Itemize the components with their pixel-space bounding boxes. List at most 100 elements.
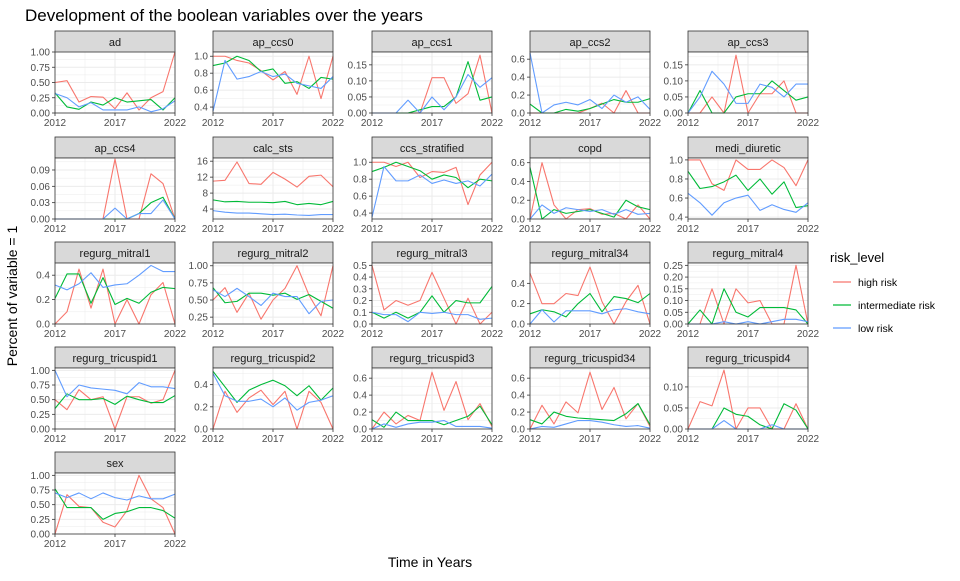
y-tick-label: 0.1 (353, 308, 367, 319)
y-tick-label: 0.25 (31, 93, 51, 104)
x-tick-label: 2017 (579, 224, 602, 235)
series-line-high-risk (371, 371, 493, 430)
facet-strip-label: regurg_tricuspid4 (706, 353, 791, 365)
x-tick-label: 2022 (481, 118, 504, 129)
facet-strip-label: regurg_tricuspid2 (231, 353, 316, 365)
y-tick-label: 1.00 (189, 261, 209, 272)
series-line-high-risk (371, 265, 493, 325)
facet-ap_ccs3: ap_ccs3 0.00 0.05 0.10 0.15 2012 2017 2022 (664, 30, 820, 129)
x-tick-label: 2017 (421, 118, 444, 129)
y-tick-label: 0.4 (511, 177, 525, 188)
facet-regurg_mitral4: regurg_mitral4 0.000.050.100.150.200.25 20… (664, 241, 820, 340)
x-tick-label: 2022 (164, 434, 187, 445)
series-line-low-risk (529, 419, 651, 430)
x-tick-label: 2022 (481, 224, 504, 235)
series-line-intermediate-risk (54, 273, 176, 306)
y-tick-label: 0.00 (31, 215, 51, 226)
y-tick-label: 1.00 (31, 48, 51, 59)
x-tick-label: 2017 (262, 329, 285, 340)
x-tick-label: 2017 (579, 434, 602, 445)
y-tick-label: 0.8 (194, 69, 208, 80)
y-tick-label: 0.6 (511, 158, 525, 169)
y-tick-label: 0.10 (664, 296, 684, 307)
x-tick-label: 2012 (361, 329, 384, 340)
series-line-low-risk (687, 192, 809, 216)
series-line-low-risk (529, 204, 651, 220)
x-tick-label: 2022 (639, 118, 662, 129)
y-tick-label: 0.2 (36, 295, 50, 306)
x-tick-label: 2017 (421, 329, 444, 340)
y-tick-label: 0.75 (31, 381, 51, 392)
y-tick-label: 0.4 (511, 73, 525, 84)
y-tick-label: 0.4 (511, 279, 525, 290)
facet-strip-label: regurg_mitral34 (551, 248, 628, 260)
legend-title: risk_level (830, 250, 884, 265)
x-tick-label: 2022 (322, 224, 345, 235)
x-tick-label: 2022 (797, 434, 820, 445)
y-tick-label: 0.75 (31, 486, 51, 497)
y-tick-label: 0.20 (664, 273, 684, 284)
x-tick-label: 2012 (202, 434, 225, 445)
facet-regurg_tricuspid3: regurg_tricuspid3 0.0 0.2 0.4 0.6 2012 2017 202… (353, 346, 504, 445)
series-line-intermediate-risk (371, 161, 493, 189)
x-tick-label: 2022 (639, 329, 662, 340)
y-tick-label: 0.10 (664, 76, 684, 87)
legend: risk_level high risk intermediate risk low… (830, 250, 936, 335)
facet-calc_sts: calc_sts 4 8 12 16 2012 2017 2022 (197, 136, 345, 235)
y-tick-label: 0.6 (511, 374, 525, 385)
y-tick-label: 0.25 (664, 261, 684, 272)
y-tick-label: 0.15 (664, 60, 684, 71)
y-tick-label: 0.8 (353, 175, 367, 186)
y-tick-label: 0.50 (31, 78, 51, 89)
facet-strip-label: ap_ccs2 (570, 37, 611, 49)
x-tick-label: 2012 (519, 329, 542, 340)
facet-strip-label: ap_ccs4 (95, 143, 136, 155)
facet-ccs_stratified: ccs_stratified 0.4 0.6 0.8 1.0 2012 2017 2022 (353, 136, 504, 235)
x-tick-label: 2017 (579, 329, 602, 340)
y-tick-label: 0.4 (194, 380, 208, 391)
series-line-high-risk (372, 161, 493, 206)
y-tick-label: 0.00 (664, 425, 684, 436)
facet-strip-label: medi_diuretic (715, 143, 781, 155)
x-tick-label: 2012 (44, 118, 67, 129)
facet-regurg_tricuspid4: regurg_tricuspid4 0.00 0.05 0.10 2012 2017 202… (664, 346, 820, 445)
facet-regurg_tricuspid2: regurg_tricuspid2 0.0 0.2 0.4 2012 2017 2022 (194, 346, 345, 445)
legend-label: intermediate risk (858, 300, 936, 312)
y-tick-label: 0.25 (31, 410, 51, 421)
y-tick-label: 0.75 (189, 278, 209, 289)
y-tick-label: 0.03 (31, 198, 51, 209)
series-line-low-risk (687, 70, 808, 114)
x-tick-label: 2012 (519, 434, 542, 445)
facet-copd: copd 0.0 0.2 0.4 0.6 2012 2017 2022 (511, 136, 662, 235)
y-tick-label: 0.15 (664, 284, 684, 295)
x-tick-label: 2017 (737, 118, 760, 129)
y-tick-label: 16 (197, 157, 209, 168)
y-tick-label: 0.15 (348, 60, 368, 71)
x-tick-label: 2012 (44, 434, 67, 445)
facet-ap_ccs2: ap_ccs2 0.0 0.2 0.4 0.6 2012 2017 2022 (511, 30, 662, 129)
series-line-intermediate-risk (371, 405, 493, 428)
y-tick-label: 0.4 (194, 103, 208, 114)
y-tick-label: 0.2 (511, 408, 525, 419)
facet-strip-label: ap_ccs0 (253, 37, 294, 49)
y-tick-label: 0.3 (353, 284, 367, 295)
x-tick-label: 2017 (737, 329, 760, 340)
facet-ap_ccs0: ap_ccs0 0.4 0.6 0.8 1.0 2012 2017 2022 (194, 30, 345, 129)
x-tick-label: 2012 (44, 224, 67, 235)
y-tick-label: 1.0 (669, 155, 683, 166)
series-line-intermediate-risk (529, 403, 651, 426)
y-tick-label: 0.06 (31, 182, 51, 193)
legend-label: low risk (858, 323, 894, 335)
x-tick-label: 2022 (797, 224, 820, 235)
series-line-low-risk (54, 264, 175, 291)
x-tick-label: 2022 (797, 118, 820, 129)
y-tick-label: 0.05 (664, 403, 684, 414)
y-tick-label: 0.0 (511, 109, 525, 120)
x-tick-label: 2012 (202, 329, 225, 340)
facet-regurg_tricuspid1: regurg_tricuspid1 0.00 0.25 0.50 0.75 1.00 201… (31, 346, 187, 445)
y-tick-label: 0.0 (194, 425, 208, 436)
series-line-intermediate-risk (212, 370, 334, 403)
series-line-intermediate-risk (212, 287, 334, 309)
series-line-low-risk (212, 59, 334, 112)
y-tick-label: 0.8 (669, 174, 683, 185)
